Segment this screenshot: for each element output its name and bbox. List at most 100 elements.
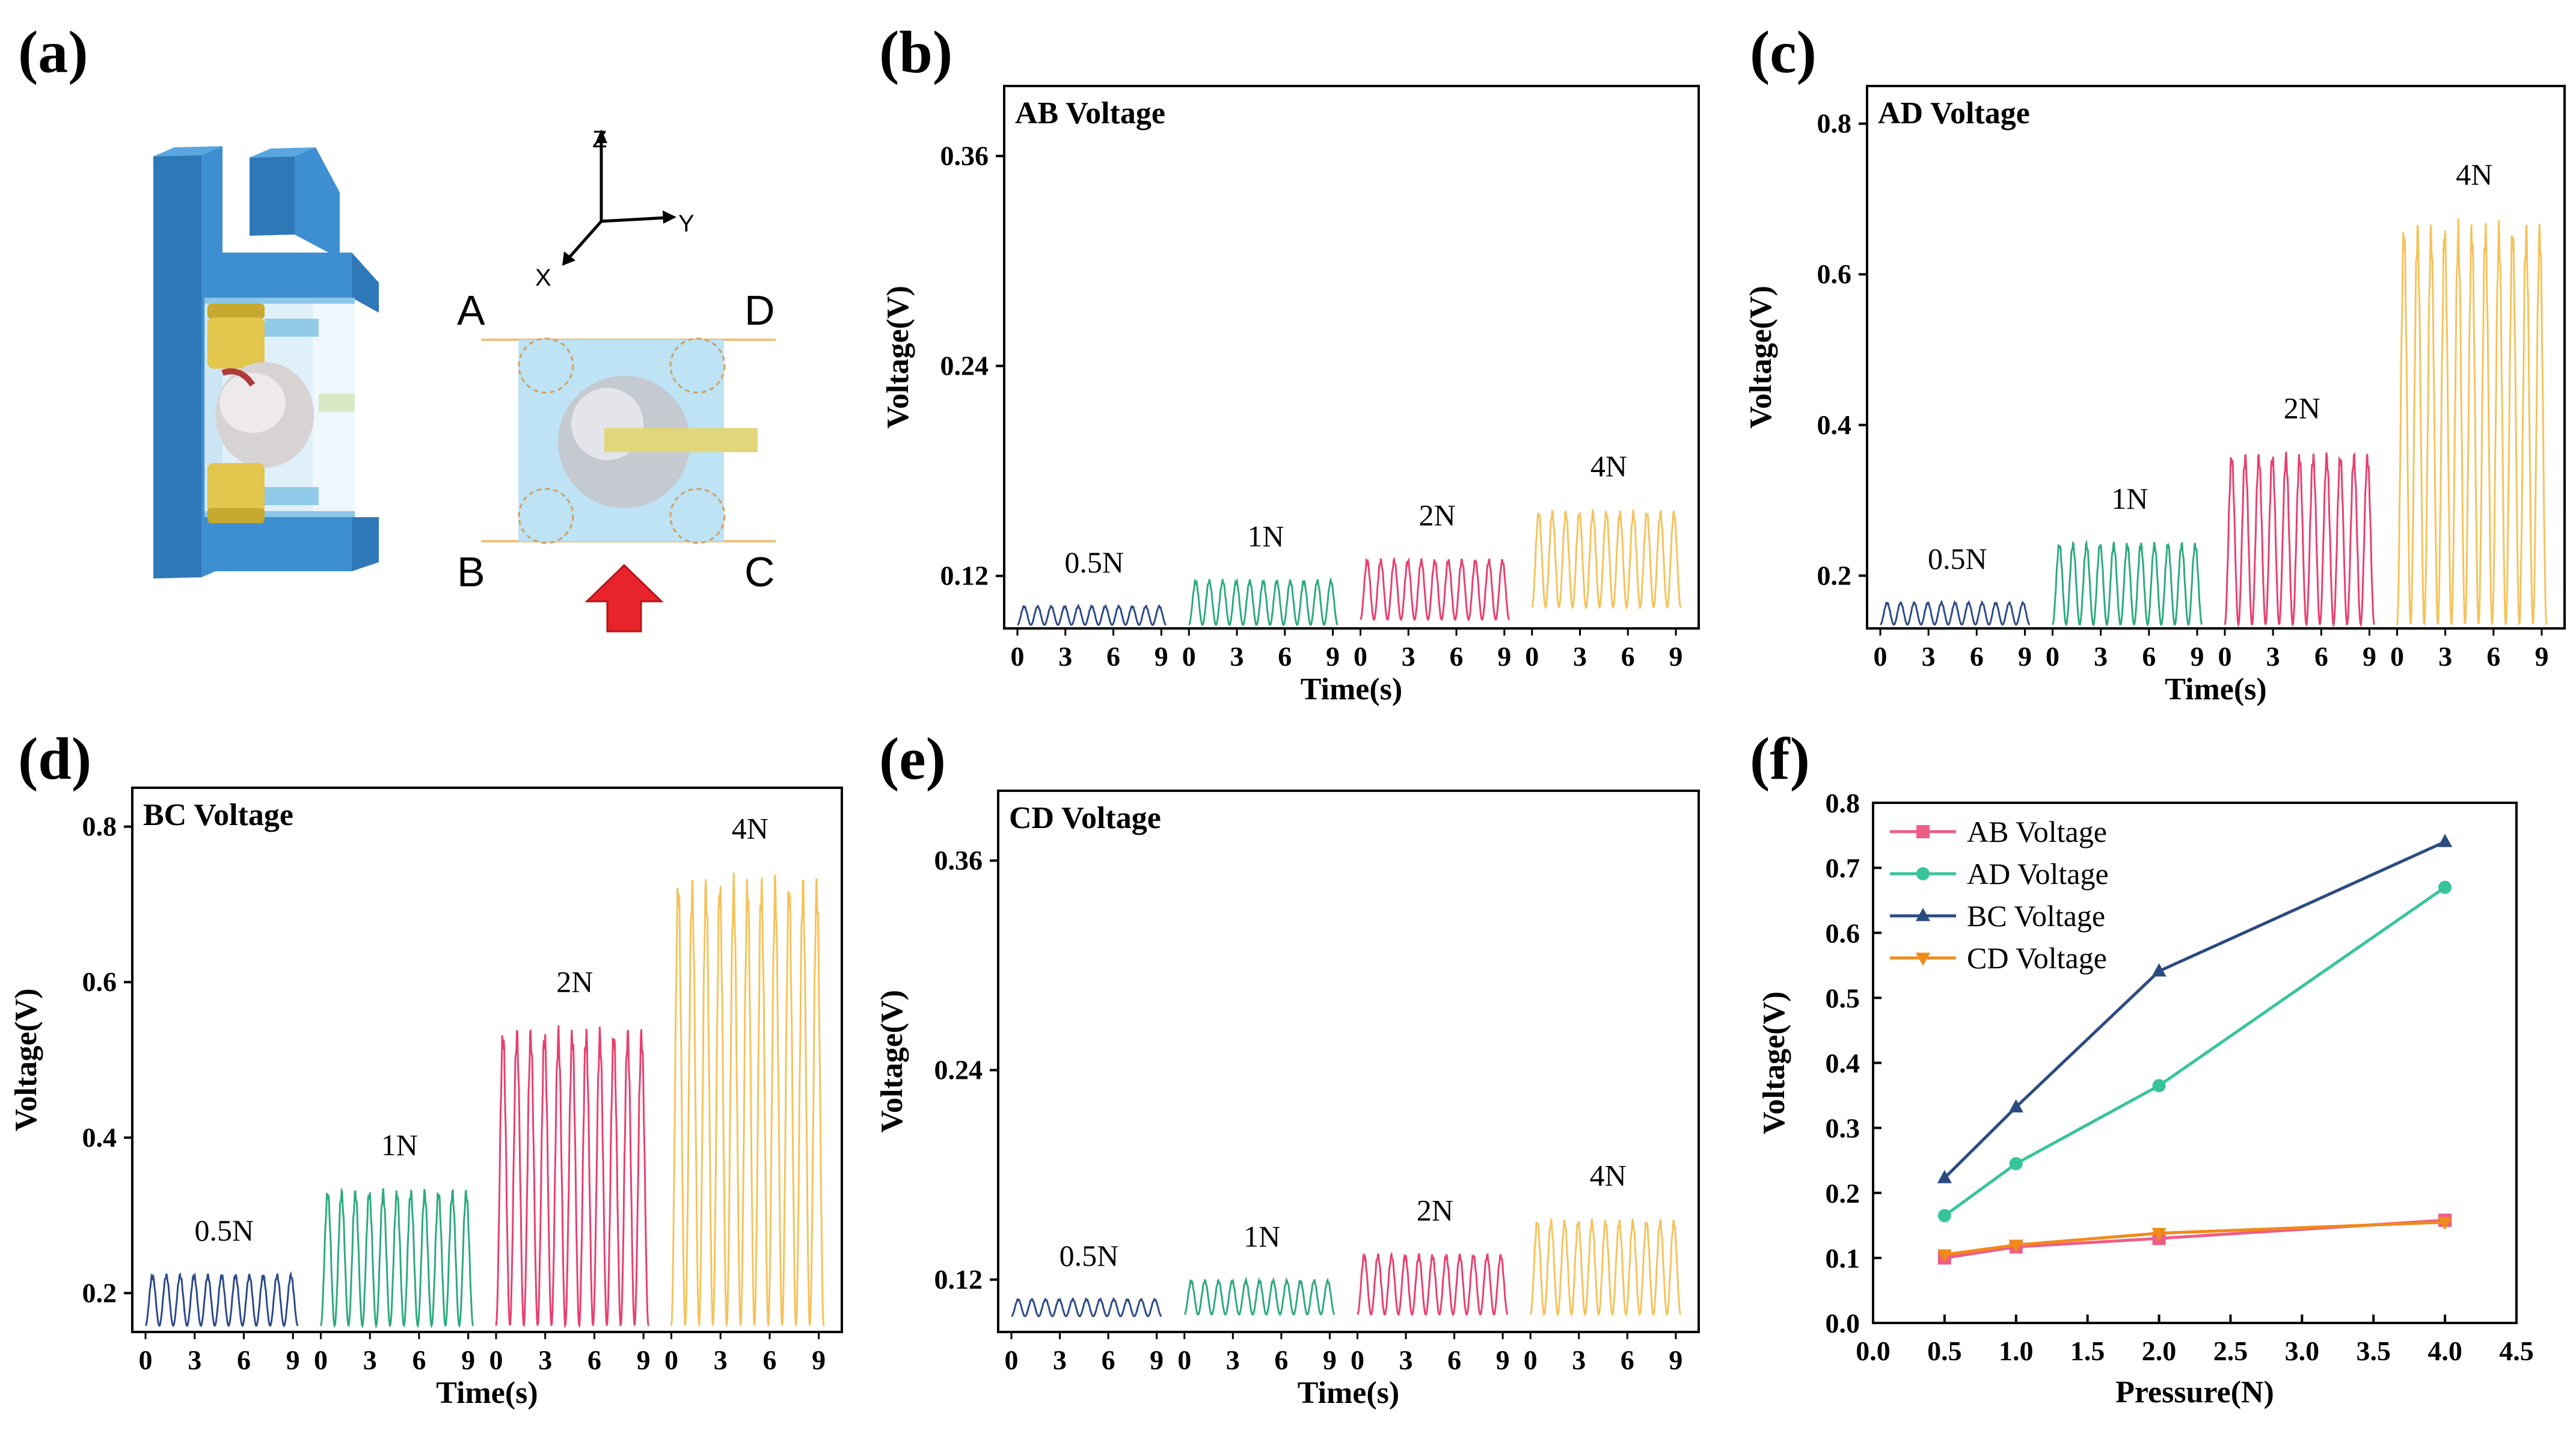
x-tick-label: 0 [1351,1345,1364,1375]
x-tick-label: 6 [2486,641,2500,672]
waveform-1N [320,1187,474,1329]
force-label: 0.5N [1064,545,1124,579]
x-axis-title: Time(s) [1298,1376,1399,1410]
x-tick-label: 6 [1450,641,1464,672]
waveform-2N [2224,452,2375,628]
x-tick-label: 1.5 [2070,1336,2105,1366]
x-tick-label: 1.0 [1999,1336,2034,1366]
y-tick-label: 0.4 [82,1122,117,1153]
data-point [2152,1079,2166,1093]
x-tick-label: 0 [2390,641,2404,672]
axis-letter-z: Z [592,126,607,153]
chart-voltage-vs-pressure: 0.0 0.5 1.0 1.5 2.0 2.5 3.0 3.5 4.0 4.5 0.0 0.1 0.2 0… [1757,788,2534,1410]
legend-label: CD Voltage [1967,941,2107,975]
panel-letter-d: (d) [18,725,91,792]
x-tick-label: 6 [1102,1345,1115,1375]
force-label: 1N [381,1128,418,1162]
x-tick-label: 9 [461,1345,475,1375]
waveform-4N [670,872,825,1327]
x-tick-label: 9 [2535,641,2548,672]
force-label: 1N [1244,1220,1280,1253]
x-tick-label: 6 [412,1345,426,1375]
force-label: 4N [1590,1158,1627,1192]
x-tick-label: 9 [2018,641,2032,672]
x-axis-title: Time(s) [1301,672,1402,707]
plot-frame [1866,85,2566,630]
legend-label: BC Voltage [1967,899,2105,933]
y-tick-label: 0.4 [1826,1048,1860,1079]
series-line [1944,1220,2446,1256]
coordinate-axes: Z Y X [535,126,695,291]
x-tick-label: 6 [1278,641,1292,672]
x-tick-label: 6 [1621,641,1635,672]
axis-letter-y: Y [678,210,695,237]
data-point [2438,833,2453,847]
x-tick-label: 6 [1447,1345,1461,1375]
data-point [1915,953,1931,966]
force-label: 2N [1417,1193,1453,1227]
series-line [1943,886,2446,1217]
chart-ad-voltage: AD Voltage 0.8 0.6 0.4 0.2 Voltage(V) 0 3 6 9 0.5N… [1744,85,2566,707]
x-tick-label: 9 [637,1345,651,1375]
data-point [1937,1249,1952,1263]
x-tick-label: 6 [1106,641,1120,672]
force-label: 4N [732,812,768,845]
data-point [2438,1217,2453,1230]
panel-letter-b: (b) [879,19,952,85]
plot-frame [997,790,1700,1333]
x-tick-label: 3 [1402,641,1415,672]
x-tick-label: 9 [1323,1345,1337,1375]
x-tick-label: 0 [1354,641,1367,672]
y-axis-title: Voltage(V) [1744,286,1778,429]
force-label: 2N [1419,499,1456,532]
x-tick-label: 0 [314,1345,328,1375]
x-tick-label: 3 [2266,641,2280,672]
x-tick-label: 3 [1399,1345,1413,1375]
chart-title: BC Voltage [143,798,293,832]
series-line [1943,840,2446,1179]
force-label: 1N [2111,482,2148,515]
legend-label: AD Voltage [1967,857,2109,891]
y-tick-label: 0.24 [940,351,989,381]
x-tick-label: 3 [1053,1345,1067,1375]
x-tick-label: 3 [363,1345,377,1375]
x-tick-label: 3 [1922,641,1936,672]
data-point [1937,1209,1951,1223]
y-tick-label: 0.24 [934,1055,983,1085]
y-tick-label: 0.12 [940,560,989,591]
x-tick-label: 6 [587,1345,601,1375]
waveform-0.5N [1017,603,1167,626]
force-label: 0.5N [1060,1239,1119,1272]
x-tick-label: 9 [1326,641,1340,672]
corner-label-c: C [744,548,775,595]
waveform-2N [1357,1251,1509,1316]
chart-title: AB Voltage [1015,96,1165,130]
waveform-1N [1188,577,1339,627]
x-tick-label: 3 [1058,641,1072,672]
chart-title: AD Voltage [1878,96,2030,130]
series-line [1944,1218,2446,1260]
x-axis-title: Time(s) [2165,672,2266,707]
x-tick-label: 0 [1011,641,1025,672]
data-point [2008,1099,2023,1112]
x-tick-label: 0 [664,1345,678,1375]
x-tick-label: 9 [1496,1345,1510,1375]
x-tick-label: 4.0 [2427,1336,2462,1366]
y-tick-label: 0.8 [82,811,117,842]
data-point [2151,1227,2167,1241]
y-axis-title: Voltage(V) [881,286,915,429]
y-tick-label: 0.3 [1826,1113,1860,1144]
axis-letter-x: X [535,265,551,291]
x-tick-label: 3 [538,1345,552,1375]
y-tick-label: 0.4 [1817,410,1852,440]
x-tick-label: 3.0 [2285,1336,2320,1366]
x-tick-label: 0 [1524,1345,1538,1375]
x-tick-label: 9 [286,1345,300,1375]
x-tick-label: 0 [489,1345,503,1375]
data-point [1937,1170,1952,1183]
x-tick-label: 9 [1150,1345,1164,1375]
x-tick-label: 9 [1155,641,1168,672]
y-tick-label: 0.5 [1826,983,1860,1013]
x-tick-label: 9 [812,1345,826,1375]
waveform-2N [1360,556,1510,622]
